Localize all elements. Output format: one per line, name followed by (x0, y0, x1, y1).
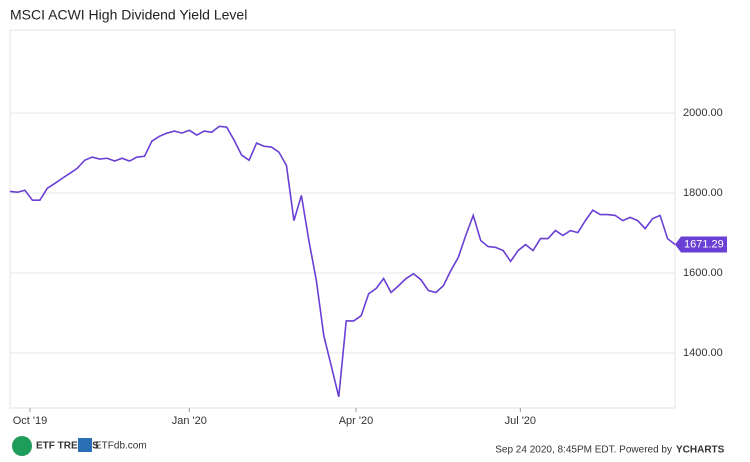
plot-frame (9, 29, 676, 409)
logo-icon (12, 436, 32, 456)
line (9, 125, 676, 398)
y-tick-label: 1400.00 (683, 347, 723, 359)
logo-text: ETF TRENDS (36, 441, 99, 452)
y-tick-label: 1600.00 (683, 267, 723, 279)
logo-icon (78, 438, 92, 452)
brand: YCHARTS (676, 445, 725, 456)
y-tick-label: 2000.00 (683, 107, 723, 119)
last-value-label: 1671.29 (684, 238, 724, 250)
x-tick-label: Jan '20 (172, 415, 207, 427)
chart-title: MSCI ACWI High Dividend Yield Level (10, 7, 247, 23)
x-tick-label: Jul '20 (505, 415, 536, 427)
y-tick-label: 1800.00 (683, 187, 723, 199)
logo-text: ETFdb.com (95, 441, 147, 452)
x-tick-label: Oct '19 (13, 415, 48, 427)
last-value-box (675, 236, 727, 253)
timestamp: Sep 24 2020, 8:45PM EDT. Powered by (495, 445, 672, 456)
x-tick-label: Apr '20 (339, 415, 374, 427)
